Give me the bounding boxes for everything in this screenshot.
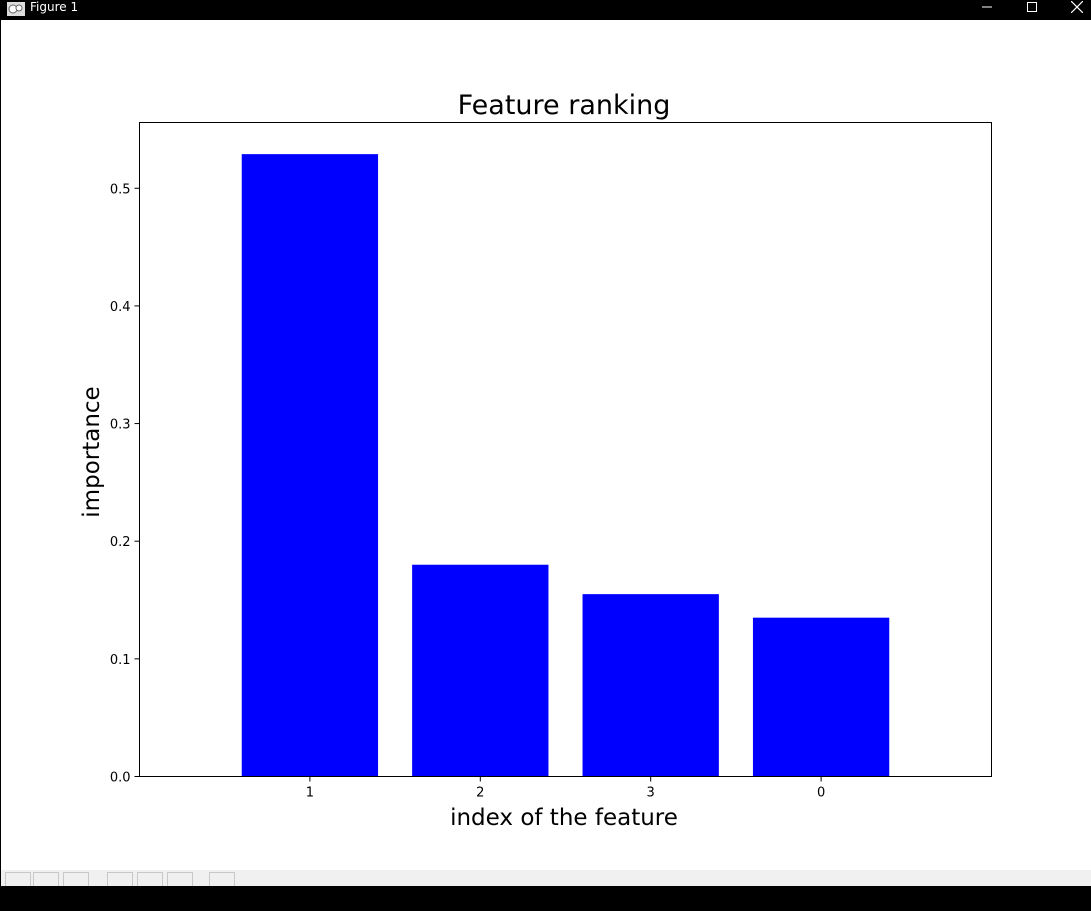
forward-button[interactable] [63,872,89,886]
bar-feature-1 [241,154,379,777]
close-button[interactable] [1062,0,1091,14]
y-tick-label: 0.1 [110,653,131,668]
maximize-icon [1027,2,1037,12]
maximize-button[interactable] [1017,0,1047,14]
window-title: Figure 1 [30,0,79,14]
window-titlebar: Figure 1 [0,0,1091,20]
matplotlib-figure-icon [7,1,25,16]
save-button[interactable] [209,872,235,886]
configure-subplots-button[interactable] [167,872,193,886]
home-button[interactable] [5,872,31,886]
minimize-icon [982,6,992,8]
y-tick-label: 0.0 [110,771,131,786]
bar-feature-2 [412,564,549,777]
bar-feature-0 [752,617,890,777]
taskbar-edge [0,886,1091,911]
figure-toolbar [1,870,1091,886]
y-tick-label: 0.2 [110,535,131,550]
x-tick-label: 3 [647,786,655,801]
plot-frame [139,122,992,777]
back-button[interactable] [33,872,59,886]
minimize-button[interactable] [972,0,1002,14]
x-tick-label: 2 [476,786,484,801]
x-axis-label: index of the feature [450,805,678,831]
close-icon [1071,1,1083,13]
bar-feature-3 [582,594,719,777]
pan-button[interactable] [107,872,133,886]
y-tick-label: 0.5 [110,182,131,197]
x-tick-label: 1 [306,786,314,801]
y-tick-label: 0.3 [110,418,131,433]
y-tick-label: 0.4 [110,300,131,315]
chart-title: Feature ranking [458,90,671,121]
y-axis-label: importance [79,386,105,517]
zoom-button[interactable] [137,872,163,886]
x-tick-label: 0 [817,786,825,801]
